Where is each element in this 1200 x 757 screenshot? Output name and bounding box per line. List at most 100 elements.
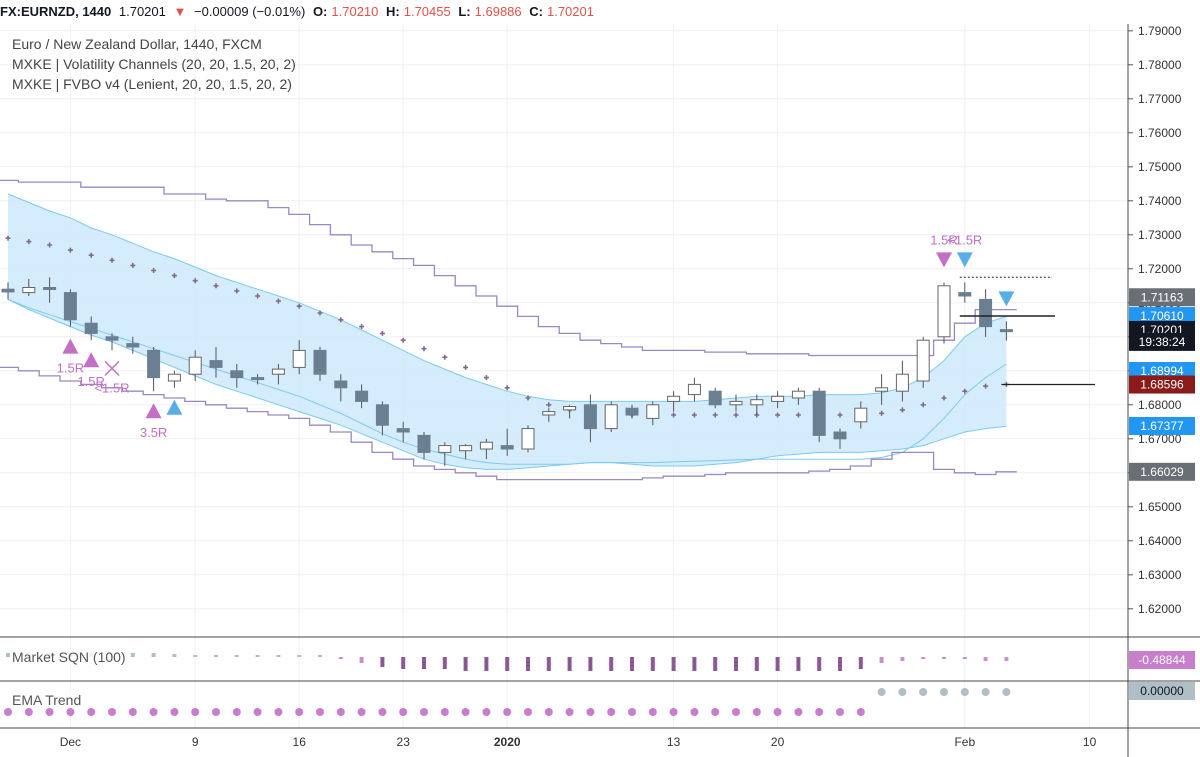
ema-dot — [565, 708, 574, 716]
ema-dot — [877, 688, 886, 696]
sqn-bar — [130, 653, 135, 657]
price-label-text: 1.70610 — [1140, 309, 1184, 323]
legend-instrument[interactable]: Euro / New Zealand Dollar, 1440, FXCM — [12, 36, 262, 52]
candle-body — [895, 373, 909, 392]
ema-dot — [981, 688, 990, 696]
sqn-bar — [526, 657, 530, 671]
sqn-bar — [858, 657, 863, 669]
candle-body — [147, 349, 161, 379]
candle-body — [417, 434, 431, 453]
cross-marker — [421, 346, 427, 352]
signal-label: <1.5R — [94, 380, 129, 395]
cross-marker — [88, 252, 94, 258]
ema-dot — [524, 708, 532, 716]
price-label-text: 1.67377 — [1140, 419, 1184, 433]
symbol-header: FX:EURNZD, 1440 1.70201 ▼ −0.00009 (−0.0… — [0, 0, 1200, 24]
time-tick-label: Feb — [954, 735, 975, 749]
ema-dot — [669, 708, 678, 716]
sqn-value-tag — [1129, 651, 1195, 669]
close-value: 1.70201 — [546, 4, 594, 19]
ema-pane-title[interactable]: EMA Trend — [12, 692, 82, 708]
cross-marker — [879, 410, 885, 416]
ema-dot — [752, 708, 761, 716]
sqn-bar — [692, 657, 697, 671]
candle-body — [43, 287, 57, 290]
cross-marker — [775, 412, 781, 418]
high-label: H: — [386, 4, 400, 19]
cross-marker — [317, 310, 323, 316]
sqn-bar — [754, 657, 759, 671]
time-tick-label: 16 — [293, 735, 307, 749]
sqn-bar — [151, 653, 156, 657]
open-label: O: — [312, 4, 328, 19]
ema-dot — [960, 688, 969, 696]
candle-body — [854, 407, 868, 423]
ema-dot — [648, 708, 657, 716]
price-label-text: 1.68596 — [1140, 378, 1184, 392]
signal-triangle-up-icon — [62, 338, 79, 354]
price-label-tag — [1129, 375, 1195, 394]
ema-dot — [794, 708, 803, 716]
candle-body — [521, 428, 535, 450]
candle-body — [84, 322, 98, 334]
ema-dot — [461, 708, 470, 716]
candle-body — [438, 445, 452, 453]
band-line-lower — [7, 298, 1007, 470]
channel-upper-line — [0, 179, 1017, 357]
signal-label: <1.5R — [947, 232, 982, 247]
cross-marker — [525, 395, 531, 401]
cross-marker — [26, 239, 32, 245]
price-tick-label: 1.76000 — [1138, 126, 1182, 140]
candle-body — [22, 287, 36, 294]
price-change: −0.00009 (−0.01%) — [194, 4, 306, 19]
ema-dot — [482, 708, 491, 716]
signal-label: 3.5R — [140, 425, 167, 440]
candle-body — [167, 373, 181, 382]
signal-triangle-up-icon — [145, 403, 162, 419]
sqn-bar — [359, 657, 364, 663]
low-value: 1.69886 — [474, 4, 522, 19]
ema-dot — [212, 708, 220, 716]
close-label: C: — [529, 4, 543, 19]
candlesticks[interactable] — [1, 277, 1013, 466]
price-tick-label: 1.62000 — [1138, 602, 1182, 616]
cross-marker — [899, 407, 905, 413]
sqn-bar — [401, 657, 406, 669]
ema-dot — [295, 708, 304, 716]
grid-lines — [0, 24, 1200, 757]
sqn-bar — [380, 657, 385, 667]
sqn-bar — [1004, 657, 1009, 661]
ema-dot — [898, 688, 907, 696]
ema-dot — [24, 708, 33, 716]
ema-dot — [919, 688, 928, 696]
time-axis[interactable]: Dec 9 16 23 2020 13 20 Feb 10 — [60, 735, 1097, 749]
legend-fvbo[interactable]: MXKE | FVBO v4 (Lenient, 20, 20, 1.5, 20… — [12, 76, 292, 92]
legend-volatility-channels[interactable]: MXKE | Volatility Channels (20, 20, 1.5,… — [12, 56, 296, 72]
cross-marker — [171, 273, 177, 279]
symbol-title[interactable]: FX:EURNZD, 1440 — [0, 4, 112, 19]
sqn-bar — [422, 657, 426, 669]
ema-dot — [45, 708, 54, 716]
ema-dot — [773, 708, 782, 716]
price-label-tag — [1129, 307, 1195, 326]
cross-marker — [213, 283, 219, 289]
cross-marker — [130, 262, 136, 268]
sqn-bar — [817, 657, 822, 671]
price-label-tag — [1129, 332, 1195, 351]
last-price: 1.70201 — [118, 4, 166, 19]
sqn-bar — [463, 657, 468, 671]
ema-dot — [836, 708, 844, 716]
candle-body — [126, 343, 140, 348]
sqn-bar — [838, 657, 842, 671]
signal-label: 1.5R — [930, 232, 957, 247]
signal-x-icon — [104, 360, 120, 376]
cross-marker — [837, 412, 843, 418]
cross-marker — [504, 385, 510, 391]
ema-dot — [4, 708, 12, 716]
cross-marker — [546, 402, 552, 408]
price-axis[interactable]: 1.79000 1.78000 1.77000 1.76000 1.75000 1.740… — [1128, 24, 1195, 700]
low-label: L: — [458, 4, 471, 19]
sqn-pane-title[interactable]: Market SQN (100) — [12, 649, 126, 665]
sqn-bar — [172, 654, 177, 657]
